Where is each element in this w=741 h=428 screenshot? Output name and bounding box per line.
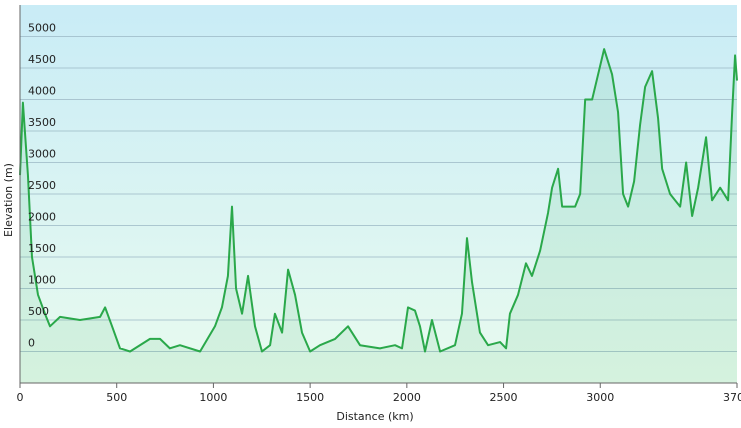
x-tick-label: 1000 <box>199 391 227 404</box>
y-tick-label: 4500 <box>28 53 56 66</box>
y-tick-label: 0 <box>28 337 35 350</box>
y-tick-label: 4000 <box>28 85 56 98</box>
y-tick-label: 1500 <box>28 242 56 255</box>
y-tick-label: 2500 <box>28 179 56 192</box>
y-axis-label: Elevation (m) <box>2 163 15 237</box>
y-tick-label: 3500 <box>28 116 56 129</box>
area <box>20 49 737 383</box>
line <box>19 48 738 353</box>
x-tick-label: 2500 <box>490 391 518 404</box>
y-tick-label: 1000 <box>28 274 56 287</box>
x-tick-label: 2000 <box>393 391 421 404</box>
x-tick-label: 3000 <box>586 391 614 404</box>
y-tick-label: 500 <box>28 305 49 318</box>
x-tick-label: 0 <box>17 391 24 404</box>
y-tick-label: 2000 <box>28 211 56 224</box>
x-axis-label: Distance (km) <box>336 410 413 423</box>
y-tick-label: 3000 <box>28 148 56 161</box>
x-tick-label: 1500 <box>296 391 324 404</box>
y-tick-label: 5000 <box>28 22 56 35</box>
x-tick-label: 3707 <box>723 391 741 404</box>
x-tick-label: 500 <box>106 391 127 404</box>
